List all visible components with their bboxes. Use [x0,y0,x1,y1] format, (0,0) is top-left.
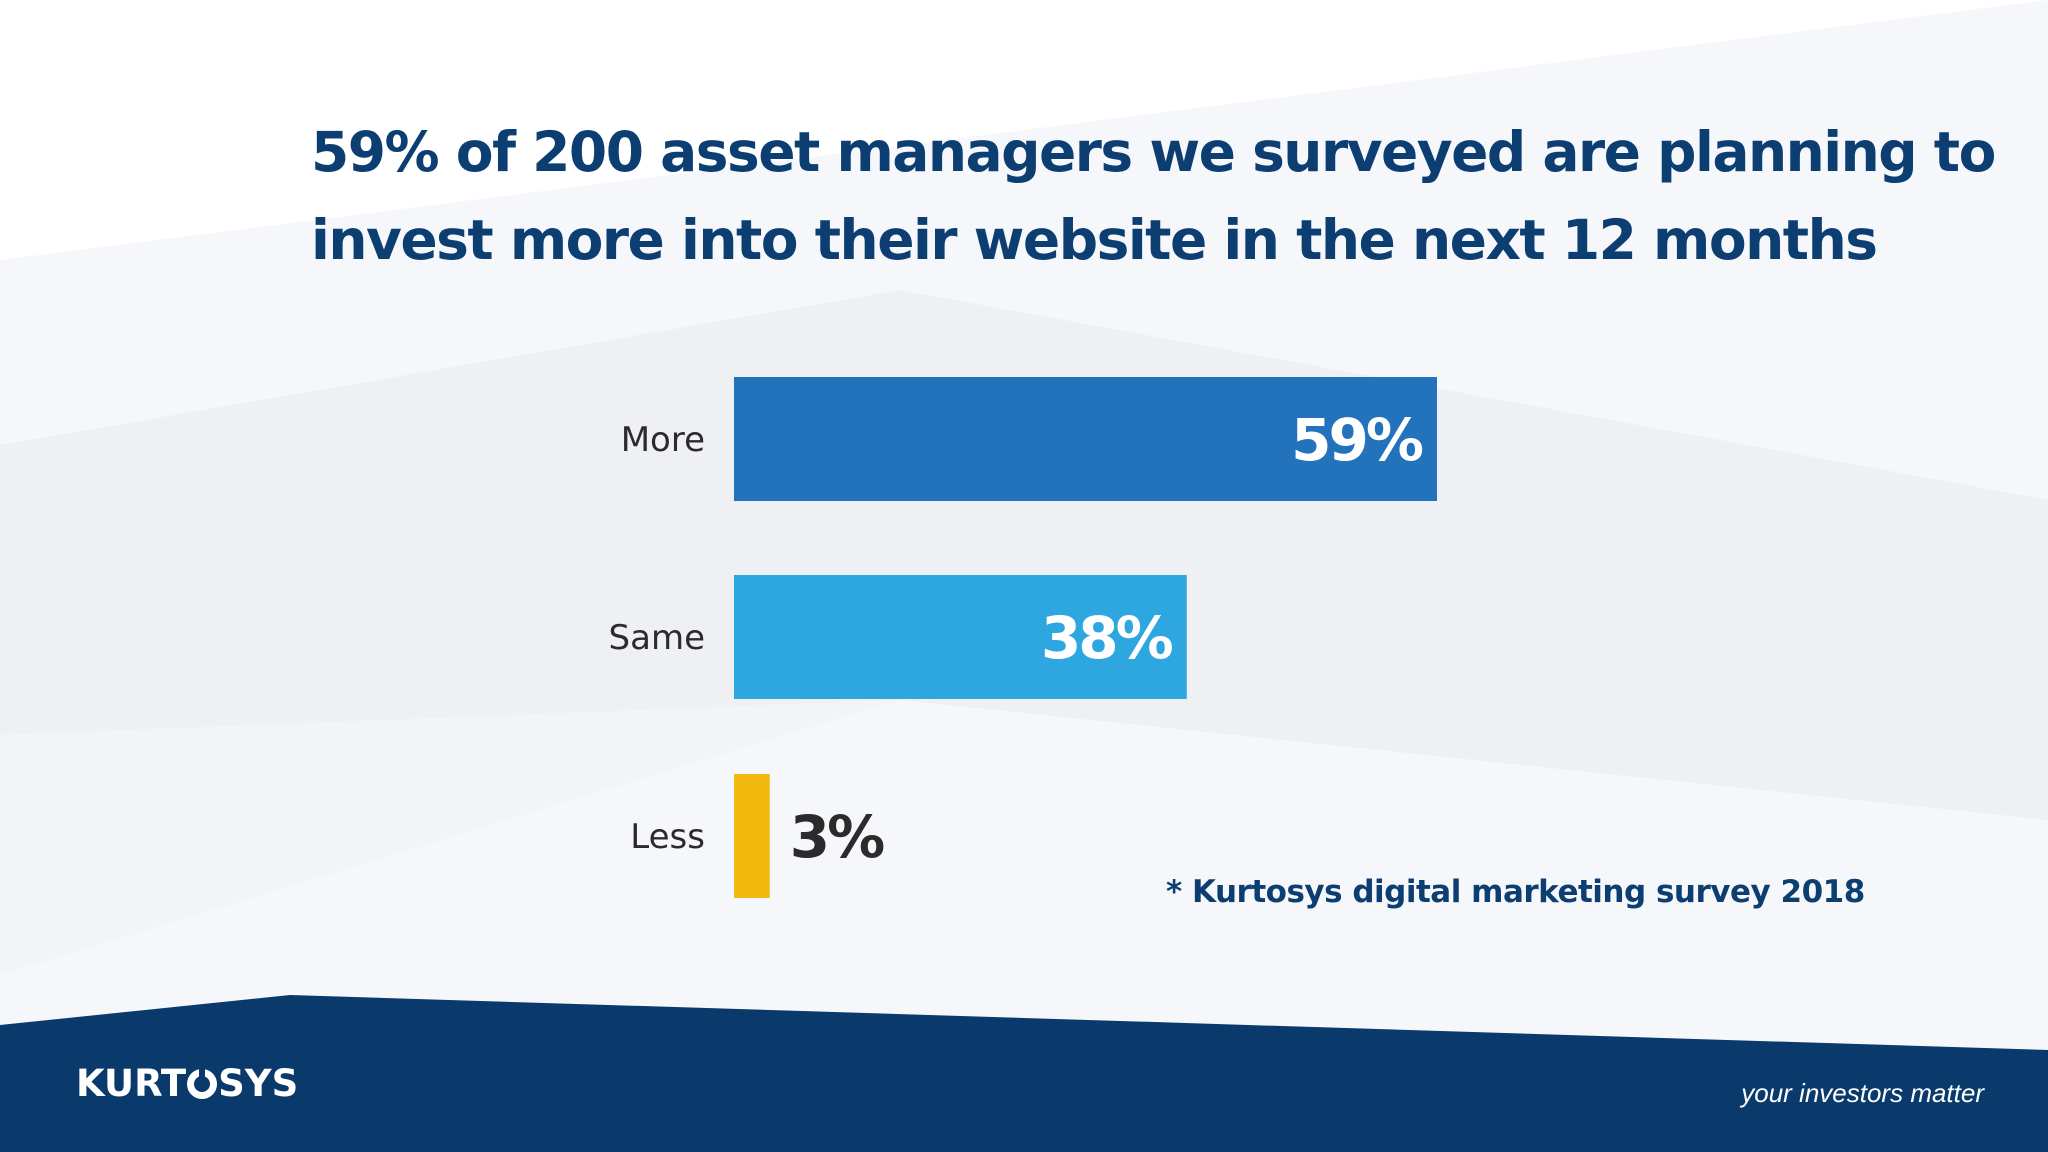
logo-text-suffix: SYS [218,1062,299,1105]
slide-title-line-2: invest more into their website in the ne… [311,208,1878,272]
value-label-more: 59% [1291,406,1423,474]
logo-text-prefix: KURT [76,1062,187,1105]
value-label-less: 3% [790,803,884,871]
category-label-same: Same [609,618,705,658]
bar-same [734,575,1187,699]
source-note: * Kurtosys digital marketing survey 2018 [1166,874,1865,910]
category-label-less: Less [630,817,705,857]
footer-band [0,995,2048,1152]
category-label-more: More [621,420,705,460]
footer-tagline: your investors matter [1741,1078,1984,1108]
bar-less [734,774,770,898]
bar-more [734,377,1437,501]
value-label-same: 38% [1041,604,1173,672]
kurtosys-logo: KURT SYS [76,1062,298,1105]
slide-title: 59% of 200 asset managers we surveyed ar… [311,108,1996,284]
slide-title-line-1: 59% of 200 asset managers we surveyed ar… [311,120,1996,184]
logo-o-mark-icon [187,1067,218,1099]
